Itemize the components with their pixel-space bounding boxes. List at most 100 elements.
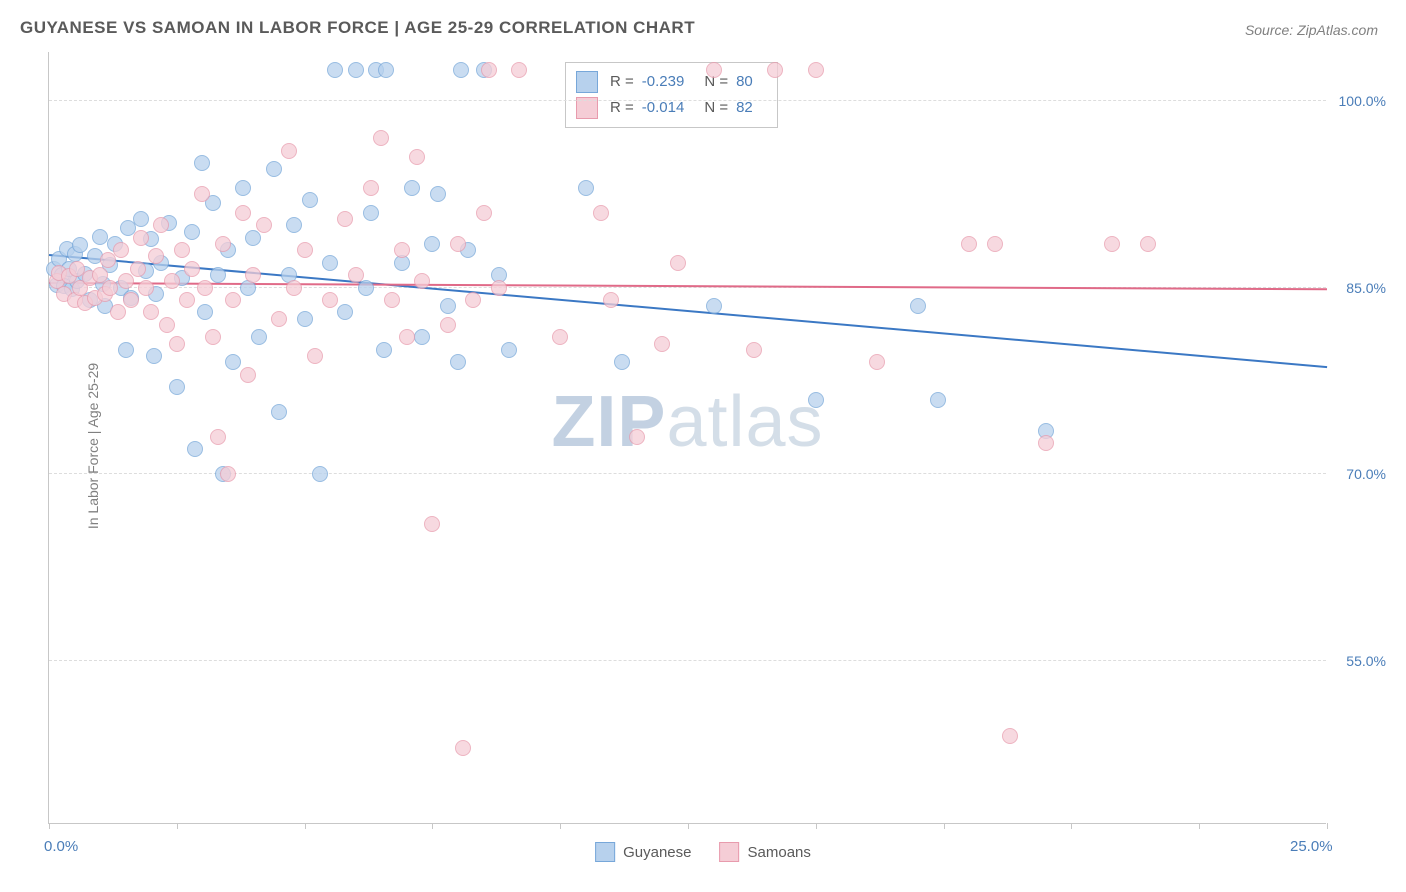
- x-tick: [305, 823, 306, 829]
- scatter-point: [327, 62, 343, 78]
- scatter-point: [424, 236, 440, 252]
- scatter-point: [143, 304, 159, 320]
- scatter-point: [491, 280, 507, 296]
- legend-swatch: [720, 842, 740, 862]
- scatter-point: [430, 186, 446, 202]
- scatter-point: [930, 392, 946, 408]
- x-tick: [688, 823, 689, 829]
- x-tick: [1199, 823, 1200, 829]
- scatter-point: [251, 329, 267, 345]
- scatter-point: [578, 180, 594, 196]
- y-tick-label: 55.0%: [1331, 653, 1386, 669]
- scatter-point: [322, 292, 338, 308]
- scatter-point: [210, 429, 226, 445]
- y-tick-label: 100.0%: [1331, 93, 1386, 109]
- scatter-point: [184, 261, 200, 277]
- y-tick-label: 85.0%: [1331, 280, 1386, 296]
- scatter-point: [1140, 236, 1156, 252]
- scatter-point: [358, 280, 374, 296]
- scatter-point: [197, 280, 213, 296]
- scatter-point: [376, 342, 392, 358]
- scatter-point: [414, 329, 430, 345]
- scatter-point: [138, 280, 154, 296]
- scatter-point: [910, 298, 926, 314]
- scatter-point: [245, 267, 261, 283]
- scatter-point: [153, 217, 169, 233]
- scatter-point: [404, 180, 420, 196]
- scatter-point: [363, 205, 379, 221]
- y-axis-label: In Labor Force | Age 25-29: [85, 363, 101, 529]
- scatter-point: [348, 267, 364, 283]
- scatter-point: [378, 62, 394, 78]
- scatter-point: [225, 354, 241, 370]
- scatter-point: [302, 192, 318, 208]
- scatter-point: [184, 224, 200, 240]
- scatter-point: [286, 280, 302, 296]
- scatter-point: [746, 342, 762, 358]
- scatter-point: [603, 292, 619, 308]
- scatter-point: [194, 155, 210, 171]
- scatter-point: [225, 292, 241, 308]
- x-tick: [1327, 823, 1328, 829]
- scatter-point: [164, 273, 180, 289]
- y-tick-label: 70.0%: [1331, 466, 1386, 482]
- r-value: -0.239: [642, 69, 685, 95]
- x-tick: [560, 823, 561, 829]
- x-tick: [177, 823, 178, 829]
- scatter-point: [501, 342, 517, 358]
- scatter-point: [179, 292, 195, 308]
- scatter-point: [348, 62, 364, 78]
- scatter-point: [194, 186, 210, 202]
- scatter-point: [133, 230, 149, 246]
- source-label: Source: ZipAtlas.com: [1245, 22, 1378, 38]
- scatter-point: [552, 329, 568, 345]
- legend-series-name: Samoans: [748, 844, 811, 861]
- scatter-point: [286, 217, 302, 233]
- scatter-point: [424, 516, 440, 532]
- x-tick: [1071, 823, 1072, 829]
- scatter-point: [373, 130, 389, 146]
- scatter-point: [307, 348, 323, 364]
- scatter-point: [220, 466, 236, 482]
- scatter-point: [235, 180, 251, 196]
- scatter-point: [450, 236, 466, 252]
- legend-item: Samoans: [720, 842, 811, 862]
- scatter-point: [670, 255, 686, 271]
- scatter-point: [1038, 435, 1054, 451]
- scatter-point: [450, 354, 466, 370]
- scatter-point: [123, 292, 139, 308]
- scatter-point: [297, 311, 313, 327]
- legend-series-name: Guyanese: [623, 844, 691, 861]
- scatter-point: [133, 211, 149, 227]
- scatter-point: [187, 441, 203, 457]
- scatter-point: [169, 336, 185, 352]
- x-tick: [49, 823, 50, 829]
- scatter-point: [266, 161, 282, 177]
- trend-line: [49, 254, 1327, 368]
- gridline-h: [49, 100, 1326, 101]
- gridline-h: [49, 660, 1326, 661]
- scatter-point: [511, 62, 527, 78]
- scatter-point: [72, 237, 88, 253]
- scatter-point: [654, 336, 670, 352]
- scatter-point: [808, 392, 824, 408]
- scatter-point: [629, 429, 645, 445]
- scatter-point: [281, 143, 297, 159]
- scatter-point: [169, 379, 185, 395]
- legend-swatch: [595, 842, 615, 862]
- scatter-point: [363, 180, 379, 196]
- x-tick: [432, 823, 433, 829]
- scatter-point: [337, 304, 353, 320]
- scatter-point: [399, 329, 415, 345]
- x-tick: [816, 823, 817, 829]
- scatter-point: [706, 62, 722, 78]
- scatter-point: [414, 273, 430, 289]
- n-value: 80: [736, 69, 753, 95]
- watermark: ZIPatlas: [551, 381, 823, 463]
- scatter-point: [322, 255, 338, 271]
- x-axis-origin-label: 0.0%: [44, 838, 78, 855]
- scatter-point: [337, 211, 353, 227]
- legend-swatch: [576, 71, 598, 93]
- scatter-point: [92, 229, 108, 245]
- scatter-point: [113, 242, 129, 258]
